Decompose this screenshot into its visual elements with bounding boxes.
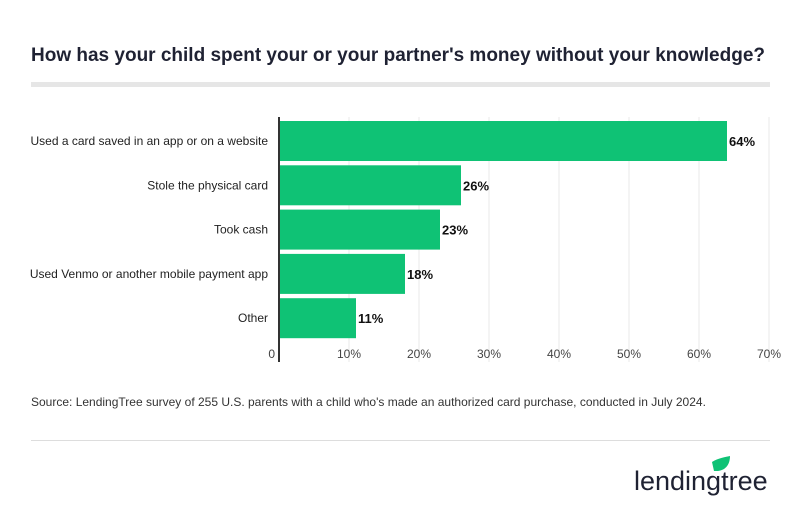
- logo-text: lendingtree: [634, 466, 768, 496]
- title-rule: [31, 82, 770, 87]
- x-tick-label: 20%: [407, 347, 431, 361]
- category-label: Used a card saved in an app or on a webs…: [31, 134, 269, 148]
- category-label: Other: [238, 311, 268, 325]
- category-label: Used Venmo or another mobile payment app: [30, 267, 268, 281]
- data-label: 26%: [463, 178, 489, 193]
- lendingtree-logo: lendingtree: [634, 456, 768, 496]
- data-label: 11%: [358, 311, 384, 326]
- category-label: Stole the physical card: [147, 178, 268, 192]
- data-label: 18%: [407, 267, 433, 282]
- source-note: Source: LendingTree survey of 255 U.S. p…: [31, 395, 706, 409]
- divider: [31, 440, 770, 441]
- x-tick-label: 30%: [477, 347, 501, 361]
- bar: [279, 298, 356, 339]
- bar: [279, 165, 461, 206]
- data-label: 23%: [442, 223, 468, 238]
- x-tick-label: 40%: [547, 347, 571, 361]
- leaf-icon: [712, 456, 730, 471]
- x-tick-label: 70%: [757, 347, 781, 361]
- bar: [279, 121, 727, 161]
- category-label: Took cash: [214, 223, 268, 237]
- bar: [279, 209, 440, 250]
- x-tick-label: 50%: [617, 347, 641, 361]
- x-tick-label: 60%: [687, 347, 711, 361]
- x-tick-label: 10%: [337, 347, 361, 361]
- chart-title: How has your child spent your or your pa…: [31, 45, 765, 66]
- bar: [279, 253, 405, 294]
- bar-chart: 0 10% 20% 30% 40% 50% 60% 70% Used a card saved …: [30, 117, 781, 362]
- x-tick-label: 0: [268, 347, 275, 361]
- data-label: 64%: [729, 134, 755, 149]
